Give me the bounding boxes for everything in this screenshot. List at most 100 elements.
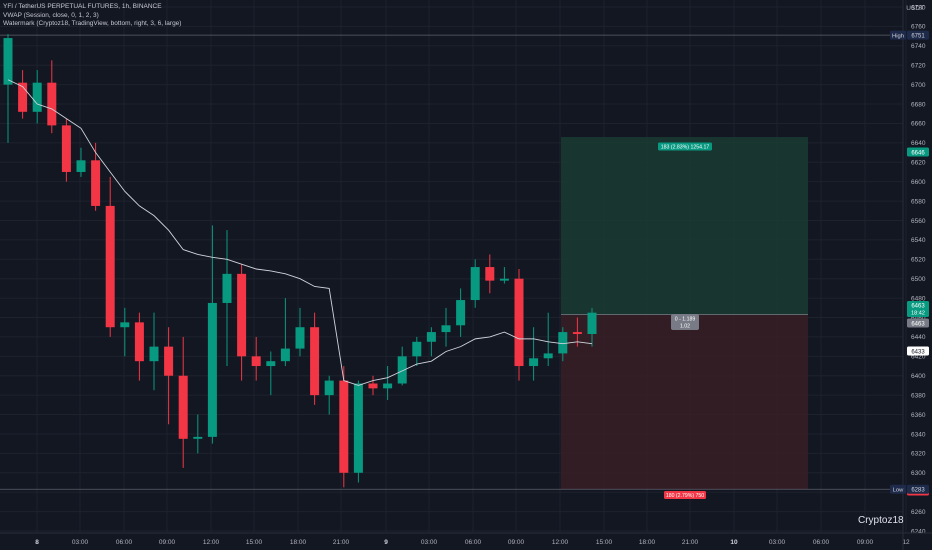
vwap-price-badge-bg bbox=[907, 346, 929, 356]
candle-body-up[interactable] bbox=[558, 332, 568, 354]
stop-label-bg bbox=[664, 491, 706, 499]
price-tick-label: 6440 bbox=[911, 334, 926, 341]
high-tag-bg bbox=[890, 30, 906, 40]
time-axis-label: 15:00 bbox=[596, 539, 613, 546]
candle-body-up[interactable] bbox=[295, 327, 305, 349]
price-tick-label: 6540 bbox=[911, 237, 926, 244]
time-axis-label: 9 bbox=[384, 539, 388, 546]
time-axis-label: 03:00 bbox=[72, 539, 89, 546]
candle-body-up[interactable] bbox=[412, 341, 422, 357]
candle-body-up[interactable] bbox=[470, 267, 480, 301]
watermark-indicator-label[interactable]: Watermark (Cryptoz18, TradingView, botto… bbox=[3, 20, 182, 28]
current-price-badge-bg bbox=[907, 301, 929, 317]
candle-body-down[interactable] bbox=[368, 383, 378, 389]
time-axis-label: 06:00 bbox=[465, 539, 482, 546]
price-tick-label: 6640 bbox=[911, 140, 926, 147]
price-tick-label: 6620 bbox=[911, 160, 926, 167]
candle-body-up[interactable] bbox=[120, 322, 130, 328]
candle-body-up[interactable] bbox=[456, 300, 466, 326]
candle-body-up[interactable] bbox=[280, 348, 290, 362]
time-axis-label: 18:00 bbox=[290, 539, 307, 546]
candle-body-up[interactable] bbox=[587, 312, 597, 335]
entry-price-badge: 6463 bbox=[911, 321, 925, 327]
watermark-text: Cryptoz18 bbox=[858, 515, 904, 526]
candle-body-up[interactable] bbox=[543, 353, 553, 359]
candle-body-down[interactable] bbox=[61, 125, 71, 172]
ratio-label-bg bbox=[671, 314, 699, 330]
price-tick-label: 6460 bbox=[911, 315, 926, 322]
time-axis-label: 09:00 bbox=[508, 539, 525, 546]
price-tick-label: 6760 bbox=[911, 24, 926, 31]
candle-body-up[interactable] bbox=[193, 436, 203, 439]
symbol-title[interactable]: YFI / TetherUS PERPETUAL FUTURES, 1h, BI… bbox=[3, 3, 162, 10]
price-tick-label: 6420 bbox=[911, 354, 926, 361]
candle-body-down[interactable] bbox=[485, 267, 495, 281]
low-tag: Low bbox=[893, 487, 904, 493]
candle-body-down[interactable] bbox=[18, 82, 28, 112]
ratio-label-line2: 1.02 bbox=[680, 324, 690, 330]
candle-body-up[interactable] bbox=[426, 332, 436, 342]
time-axis-label: 21:00 bbox=[333, 539, 350, 546]
candle-body-up[interactable] bbox=[76, 160, 86, 172]
candle-body-up[interactable] bbox=[353, 383, 363, 473]
candle-body-down[interactable] bbox=[164, 346, 174, 376]
price-tick-label: 6580 bbox=[911, 198, 926, 205]
vwap-line[interactable] bbox=[7, 79, 593, 386]
ratio-label-line1: 0 - 1.189 bbox=[675, 317, 696, 323]
low-price-badge: 6283 bbox=[911, 488, 925, 494]
target-label: 183 (2.83%) 1254.17 bbox=[661, 145, 710, 151]
candle-body-down[interactable] bbox=[251, 356, 261, 367]
time-axis-label: 09:00 bbox=[857, 539, 874, 546]
time-axis-label: 12:00 bbox=[552, 539, 569, 546]
low-price-badge-bg bbox=[907, 484, 929, 494]
time-axis-label: 06:00 bbox=[116, 539, 133, 546]
candle-body-up[interactable] bbox=[397, 356, 407, 384]
high-price-badge-bg bbox=[907, 30, 929, 40]
price-tick-label: 6480 bbox=[911, 295, 926, 302]
low-tag-bg bbox=[890, 484, 906, 494]
price-tick-label: 6720 bbox=[911, 63, 926, 70]
high-tag: High bbox=[892, 33, 904, 39]
candle-body-up[interactable] bbox=[32, 82, 42, 112]
target-label-bg bbox=[658, 142, 712, 151]
time-axis-label: 06:00 bbox=[813, 539, 830, 546]
candle-body-up[interactable] bbox=[324, 380, 334, 396]
vwap-price-badge: 6433 bbox=[911, 349, 925, 355]
candle-body-down[interactable] bbox=[310, 327, 320, 396]
time-axis-label: 8 bbox=[35, 539, 39, 546]
candle-body-down[interactable] bbox=[47, 82, 57, 126]
profit-zone[interactable] bbox=[561, 137, 808, 315]
time-axis-label: 03:00 bbox=[421, 539, 438, 546]
candle-body-down[interactable] bbox=[339, 380, 349, 473]
candle-body-up[interactable] bbox=[383, 383, 393, 389]
time-axis-label: 18:00 bbox=[639, 539, 656, 546]
price-tick-label: 6740 bbox=[911, 43, 926, 50]
candle-body-down[interactable] bbox=[105, 205, 115, 328]
candle-body-up[interactable] bbox=[207, 302, 217, 437]
candle-body-up[interactable] bbox=[266, 361, 276, 367]
candle-body-down[interactable] bbox=[91, 160, 101, 206]
candle-body-down[interactable] bbox=[134, 322, 144, 362]
candle-body-down[interactable] bbox=[514, 278, 524, 367]
time-axis-label: 09:00 bbox=[159, 539, 176, 546]
price-tick-label: 6400 bbox=[911, 373, 926, 380]
price-tick-label: 6380 bbox=[911, 392, 926, 399]
candle-body-up[interactable] bbox=[3, 38, 13, 85]
candle-body-up[interactable] bbox=[499, 278, 509, 281]
price-tick-label: 6340 bbox=[911, 431, 926, 438]
candle-body-up[interactable] bbox=[149, 346, 159, 362]
candle-body-down[interactable] bbox=[178, 375, 188, 439]
candle-body-up[interactable] bbox=[441, 325, 451, 333]
candle-body-down[interactable] bbox=[237, 273, 247, 357]
time-axis-label: 21:00 bbox=[682, 539, 699, 546]
candle-body-down[interactable] bbox=[572, 332, 582, 335]
bar-countdown: 18:42 bbox=[911, 311, 925, 317]
price-tick-label: 6260 bbox=[911, 509, 926, 516]
vwap-indicator-label[interactable]: VWAP (Session, close, 0, 1, 2, 3) bbox=[3, 11, 99, 19]
candle-body-up[interactable] bbox=[529, 358, 539, 367]
currency-label[interactable]: USDT bbox=[906, 5, 924, 12]
stop-loss-zone[interactable] bbox=[561, 314, 808, 490]
chart-legend[interactable]: YFI / TetherUS PERPETUAL FUTURES, 1h, BI… bbox=[3, 3, 181, 29]
candle-body-up[interactable] bbox=[222, 273, 232, 303]
